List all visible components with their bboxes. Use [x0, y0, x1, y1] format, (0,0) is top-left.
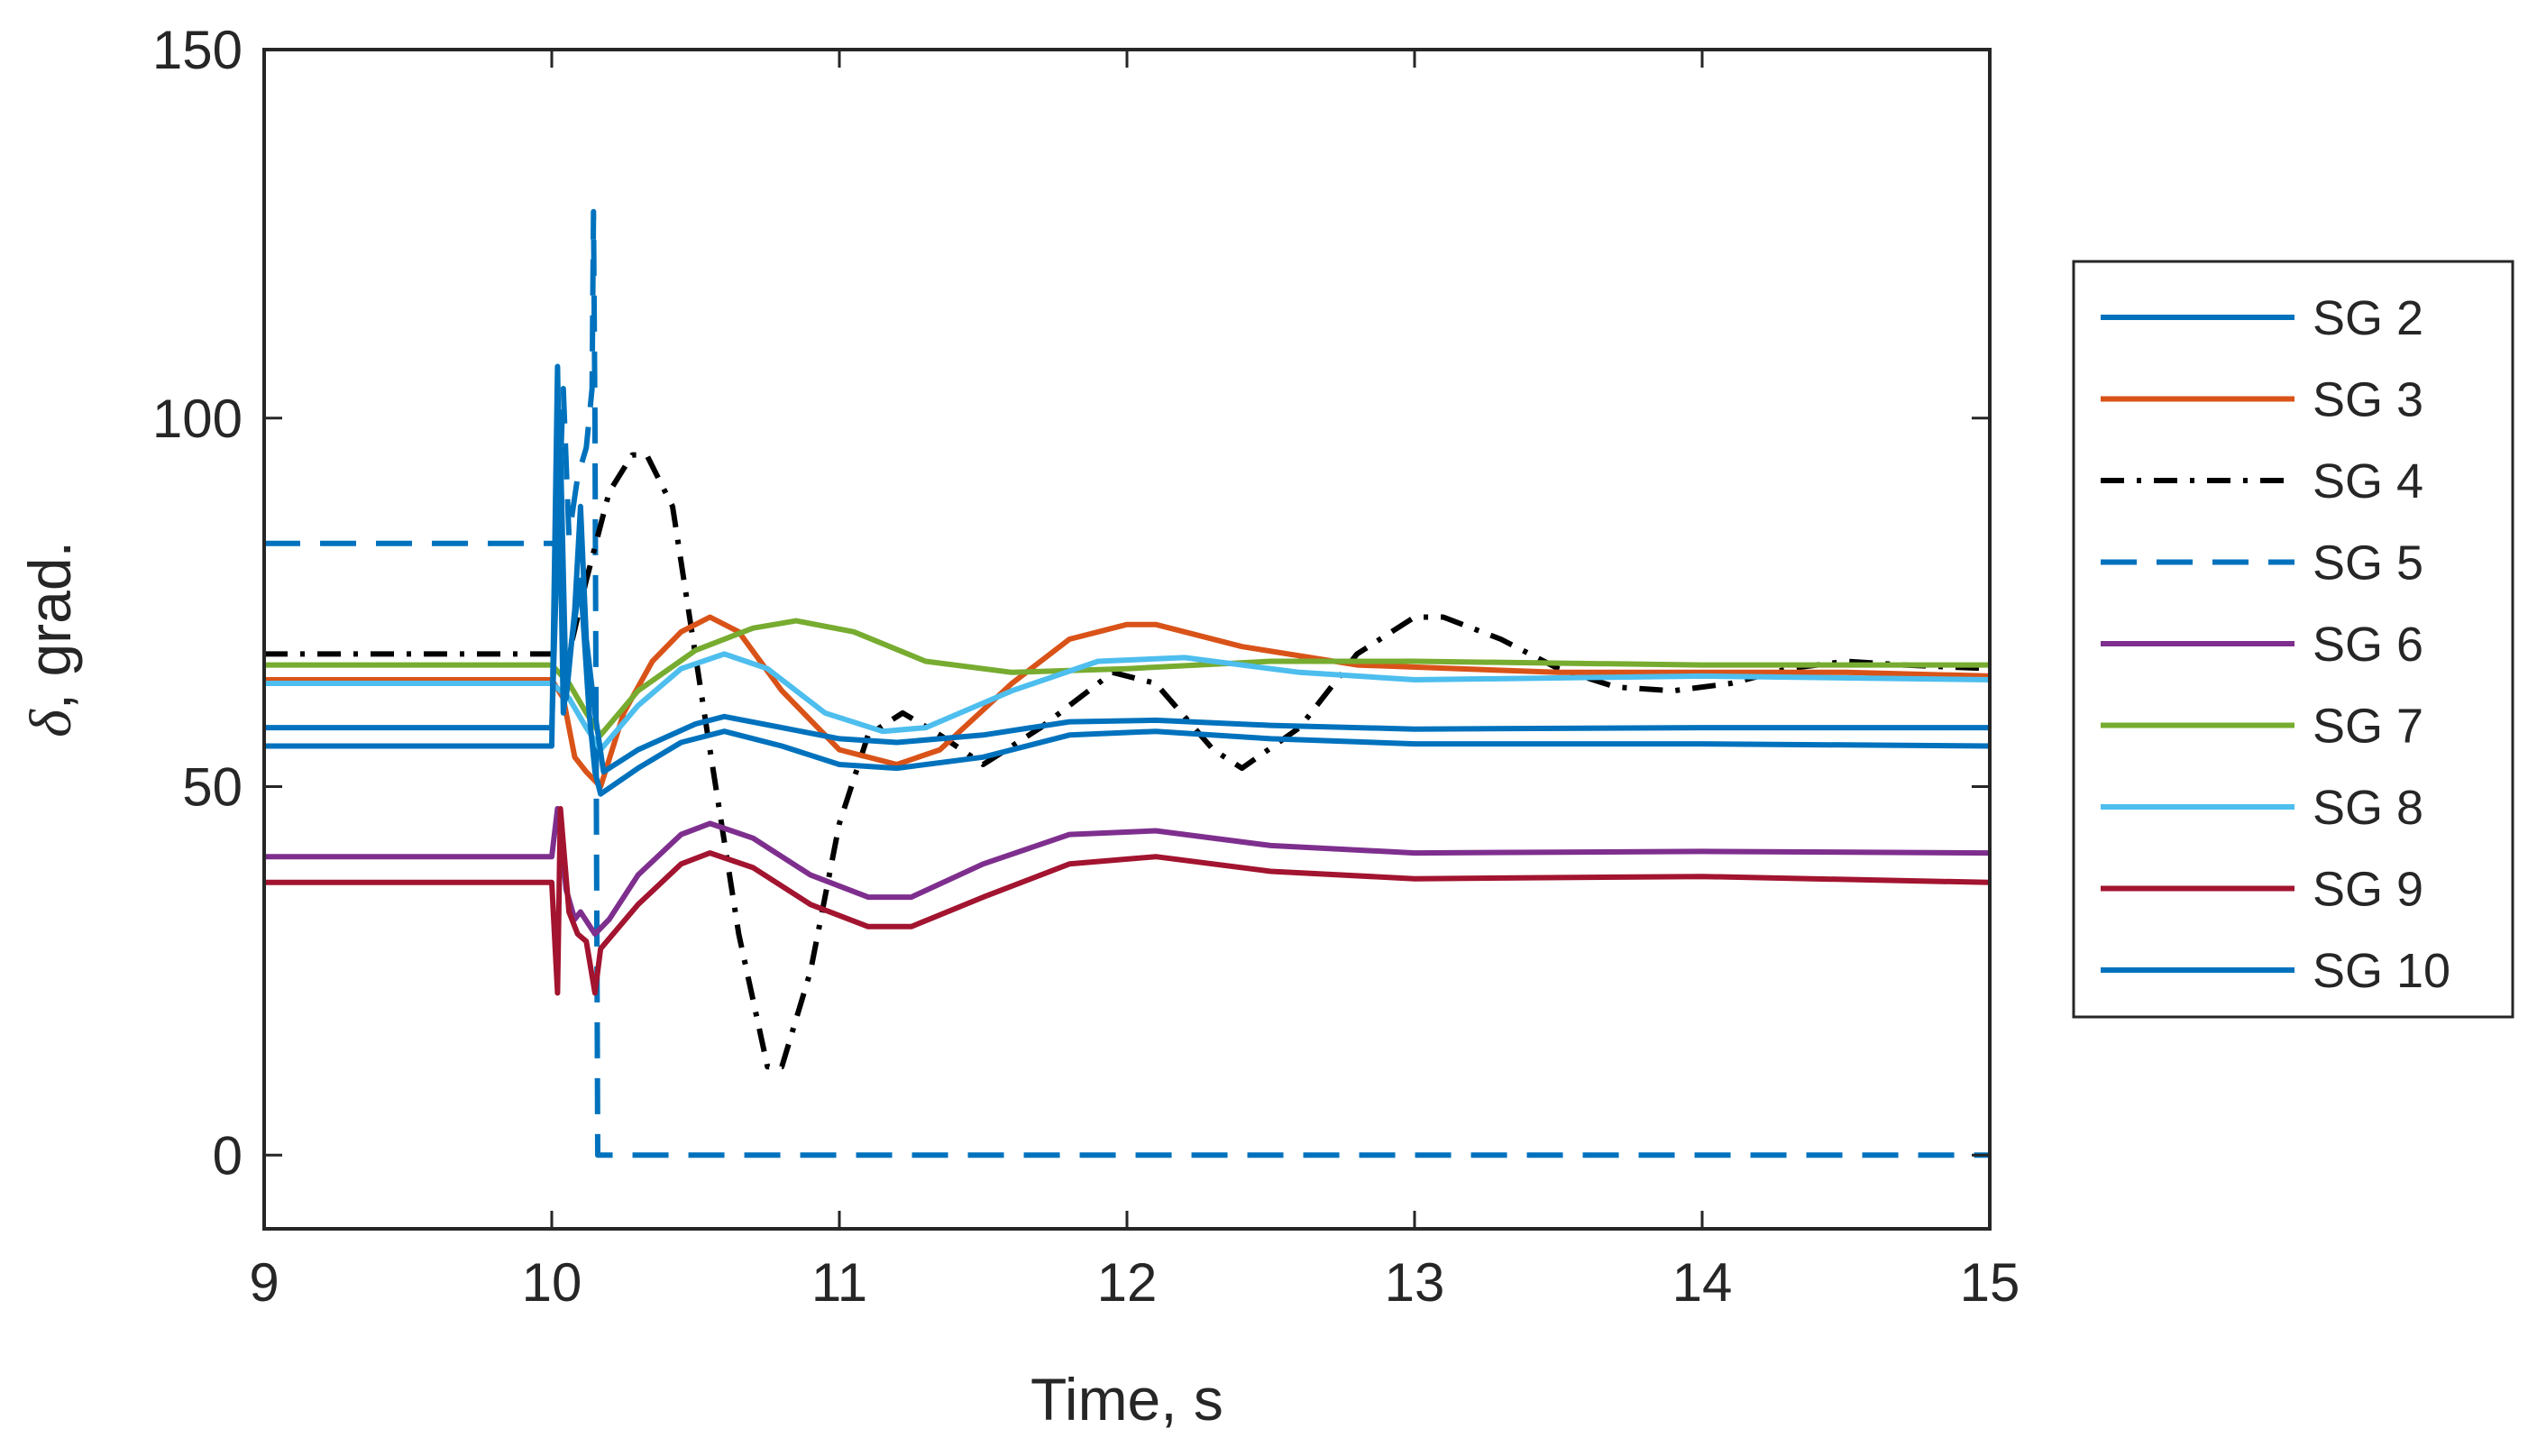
legend-label: SG 2	[2313, 291, 2423, 345]
series-line-sg-4	[264, 452, 1991, 1070]
series-line-sg-7	[264, 618, 1990, 738]
series-line-sg-8	[264, 651, 1991, 753]
series-line-sg-10	[264, 363, 1991, 797]
ticks	[262, 48, 1992, 1229]
series-line-sg-9	[264, 806, 1991, 996]
x-tick-label: 12	[1097, 1252, 1158, 1313]
x-tick-label: 11	[811, 1252, 867, 1313]
y-axis-title-rest: , grad.	[16, 541, 83, 710]
y-axis-symbol: δ	[18, 709, 84, 737]
legend-label: SG 7	[2313, 700, 2423, 754]
legend-label: SG 9	[2313, 863, 2423, 917]
x-axis-title: Time, s	[1030, 1366, 1223, 1433]
legend-label: SG 10	[2313, 944, 2450, 998]
legend-label: SG 4	[2313, 454, 2423, 508]
x-tick-label: 14	[1672, 1252, 1733, 1313]
y-tick-label: 0	[213, 1125, 243, 1186]
y-tick-label: 50	[182, 757, 243, 818]
legend-label: SG 8	[2313, 781, 2423, 835]
legend-label: SG 3	[2313, 373, 2423, 427]
legend: SG 2 SG 3 SG 4 SG 5 SG 6 SG 7 SG 8 SG 9 SG 10	[2072, 260, 2514, 1019]
x-tick-label: 15	[1960, 1252, 2020, 1313]
x-tick-label: 13	[1385, 1252, 1445, 1313]
legend-box	[2072, 260, 2514, 1019]
plot-series	[264, 208, 1991, 1158]
x-tick-label: 10	[522, 1252, 582, 1313]
series-line-sg-3	[264, 614, 1991, 790]
x-tick-label: 9	[249, 1252, 279, 1313]
y-axis-title: δ, grad.	[16, 541, 84, 737]
legend-label: SG 5	[2313, 536, 2423, 591]
y-tick-label: 100	[152, 389, 243, 449]
y-tick-label: 150	[152, 20, 243, 80]
legend-label: SG 6	[2313, 618, 2423, 672]
